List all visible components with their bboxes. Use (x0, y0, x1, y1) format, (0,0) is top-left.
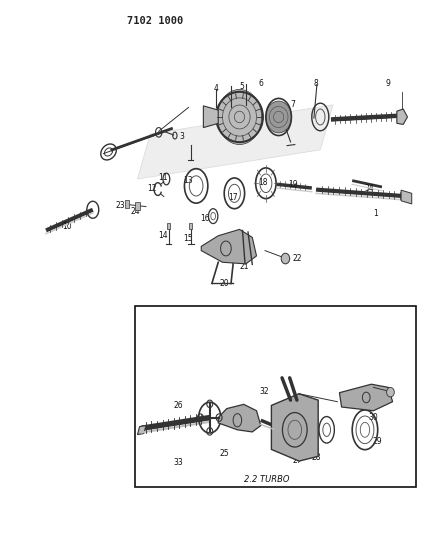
Text: 18: 18 (258, 178, 268, 187)
Text: 6: 6 (259, 79, 263, 88)
Polygon shape (397, 109, 407, 124)
Text: 8: 8 (314, 79, 318, 88)
Circle shape (266, 101, 291, 133)
Text: 3: 3 (180, 132, 184, 141)
Text: 5: 5 (239, 82, 244, 91)
Text: 19: 19 (288, 180, 297, 189)
Text: 7: 7 (290, 100, 295, 109)
Text: 7102 1000: 7102 1000 (127, 15, 183, 26)
Text: 21: 21 (239, 262, 249, 271)
Bar (135, 306, 416, 487)
Text: 17: 17 (228, 193, 238, 202)
Bar (167, 223, 170, 229)
Polygon shape (137, 105, 333, 179)
Text: 27: 27 (292, 456, 302, 465)
Text: 30: 30 (369, 413, 378, 422)
Text: 11: 11 (158, 173, 168, 182)
Text: 33: 33 (173, 458, 183, 467)
Bar (189, 223, 192, 229)
Circle shape (281, 253, 290, 264)
Text: 28: 28 (311, 453, 321, 462)
Text: 22: 22 (292, 254, 302, 263)
Text: 9: 9 (386, 79, 391, 88)
Circle shape (386, 387, 394, 397)
Text: 31: 31 (371, 390, 380, 399)
Text: 24: 24 (131, 207, 140, 216)
Polygon shape (401, 190, 412, 204)
Text: 23: 23 (116, 201, 125, 210)
Polygon shape (137, 425, 146, 434)
Text: 26: 26 (173, 401, 183, 410)
Text: 20: 20 (220, 279, 229, 288)
Text: 16: 16 (201, 214, 210, 223)
Text: 13: 13 (184, 176, 193, 185)
Polygon shape (271, 394, 318, 461)
Bar (125, 200, 129, 208)
Text: 1: 1 (373, 209, 378, 218)
Circle shape (217, 90, 262, 144)
Text: 2.2 TURBO: 2.2 TURBO (244, 475, 290, 484)
Polygon shape (201, 229, 256, 264)
Bar (135, 203, 140, 211)
Text: 29: 29 (373, 437, 383, 446)
Text: 15: 15 (184, 234, 193, 243)
Polygon shape (339, 384, 392, 411)
Text: 32: 32 (259, 386, 268, 395)
Text: 34: 34 (364, 183, 374, 192)
Text: 14: 14 (158, 231, 168, 240)
Polygon shape (203, 106, 218, 127)
Text: 12: 12 (148, 183, 157, 192)
Text: 4: 4 (214, 84, 219, 93)
Text: 10: 10 (62, 222, 72, 231)
Text: 25: 25 (220, 449, 229, 458)
Polygon shape (218, 405, 261, 432)
